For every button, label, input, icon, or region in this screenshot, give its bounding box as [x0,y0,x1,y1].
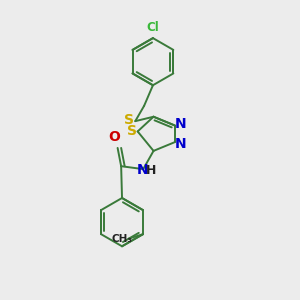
Text: H: H [146,164,157,177]
Text: Cl: Cl [147,21,159,34]
Text: N: N [175,117,187,131]
Text: N: N [137,163,148,177]
Text: N: N [175,136,187,151]
Text: O: O [108,130,120,143]
Text: S: S [124,113,134,127]
Text: CH₃: CH₃ [112,234,133,244]
Text: S: S [127,124,137,138]
